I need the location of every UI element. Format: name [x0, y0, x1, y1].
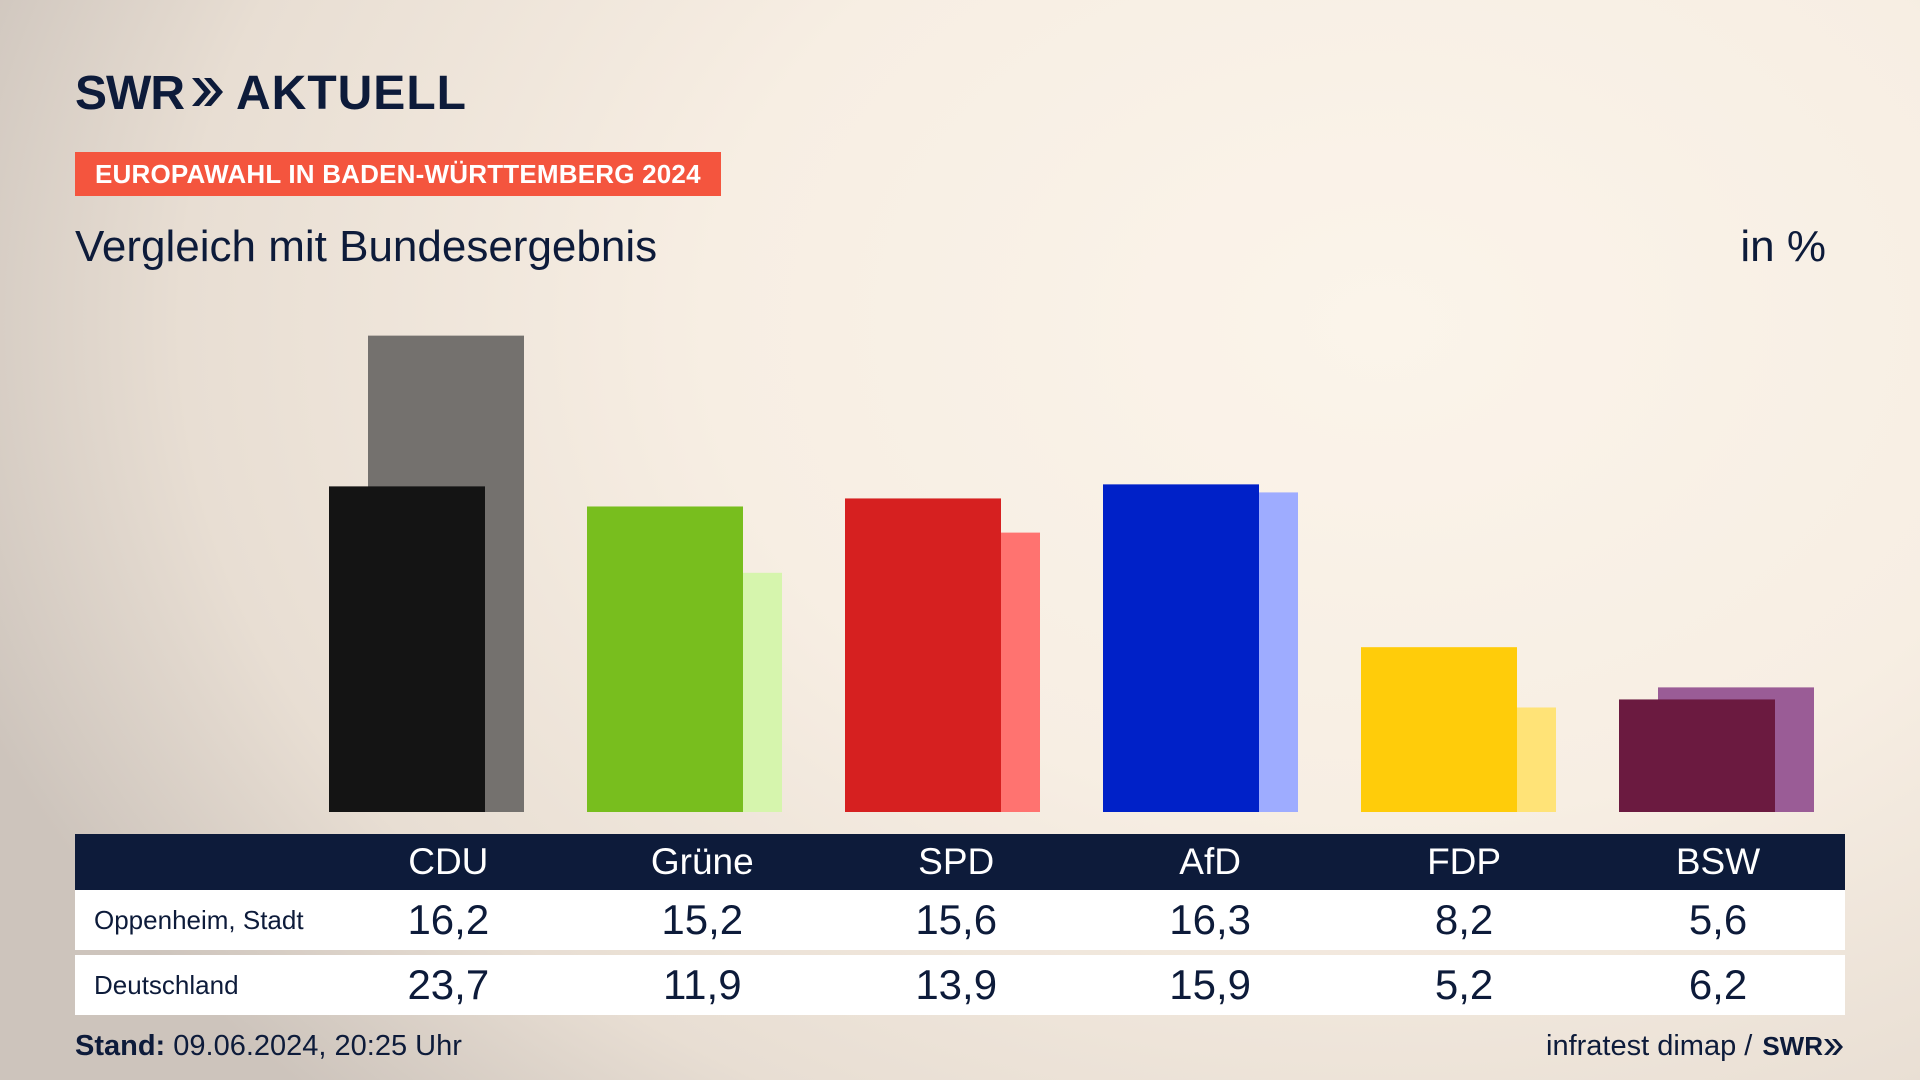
bar-chart: [329, 335, 1814, 812]
header-party-cdu: CDU: [408, 841, 489, 882]
source-credit: infratest dimap / SWR: [1546, 1030, 1845, 1063]
table-cell: 11,9: [662, 961, 742, 1008]
header-party-bsw: BSW: [1675, 841, 1761, 882]
table-cell: 16,3: [1169, 896, 1252, 943]
bar-local-4: [1361, 647, 1517, 812]
header-party-spd: SPD: [918, 841, 995, 882]
table-cell: 15,9: [1169, 961, 1252, 1008]
unit-label: in %: [1740, 222, 1826, 271]
table-cell: 15,6: [915, 896, 998, 943]
table-row-national: Deutschland 23,7 11,9 13,9 15,9 5,2 6,2: [75, 955, 1845, 1015]
swr-aktuell-logo: SWR AKTUELL: [75, 68, 467, 120]
header-spacer: [75, 834, 321, 890]
logo-swr-text: SWR: [75, 67, 185, 120]
bar-local-2: [845, 498, 1001, 812]
header-party-fdp: FDP: [1427, 841, 1502, 882]
table-cell: 6,2: [1688, 961, 1748, 1008]
source-text: infratest dimap /: [1546, 1030, 1753, 1062]
chevron-double-icon: [1824, 1038, 1843, 1055]
logo-aktuell-text: AKTUELL: [235, 67, 467, 120]
row-label: Oppenheim, Stadt: [94, 904, 304, 935]
table-cell: 5,6: [1688, 896, 1748, 943]
stand-value: 09.06.2024, 20:25 Uhr: [173, 1030, 462, 1062]
results-table: CDU Grüne SPD AfD FDP BSW Oppenheim, Sta…: [75, 834, 1845, 1015]
table-cell: 16,2: [407, 896, 490, 943]
table-cell: 15,2: [661, 896, 744, 943]
table-header: CDU Grüne SPD AfD FDP BSW: [75, 834, 1845, 890]
table-row-local: Oppenheim, Stadt 16,2 15,2 15,6 16,3 8,2…: [75, 890, 1845, 950]
header-party-afd: AfD: [1179, 841, 1241, 882]
timestamp: Stand: 09.06.2024, 20:25 Uhr: [75, 1030, 462, 1063]
table-cell: 5,2: [1434, 961, 1494, 1008]
table-cell: 23,7: [407, 961, 490, 1008]
swr-footer-logo: SWR: [1762, 1031, 1845, 1062]
bar-local-3: [1103, 484, 1259, 812]
bar-local-1: [587, 506, 743, 812]
stand-label: Stand:: [75, 1030, 166, 1062]
footer-logo-text: SWR: [1762, 1031, 1823, 1061]
election-badge: EUROPAWAHL IN BADEN-WÜRTTEMBERG 2024: [75, 152, 721, 196]
chevron-double-icon: [190, 75, 224, 114]
table-cell: 13,9: [915, 961, 998, 1008]
bar-local-0: [329, 486, 485, 812]
bar-local-5: [1619, 699, 1775, 812]
header-party-gruene: Grüne: [650, 841, 754, 882]
chart-subtitle: Vergleich mit Bundesergebnis: [75, 222, 658, 271]
row-label: Deutschland: [94, 969, 239, 1000]
table-cell: 8,2: [1434, 896, 1494, 943]
